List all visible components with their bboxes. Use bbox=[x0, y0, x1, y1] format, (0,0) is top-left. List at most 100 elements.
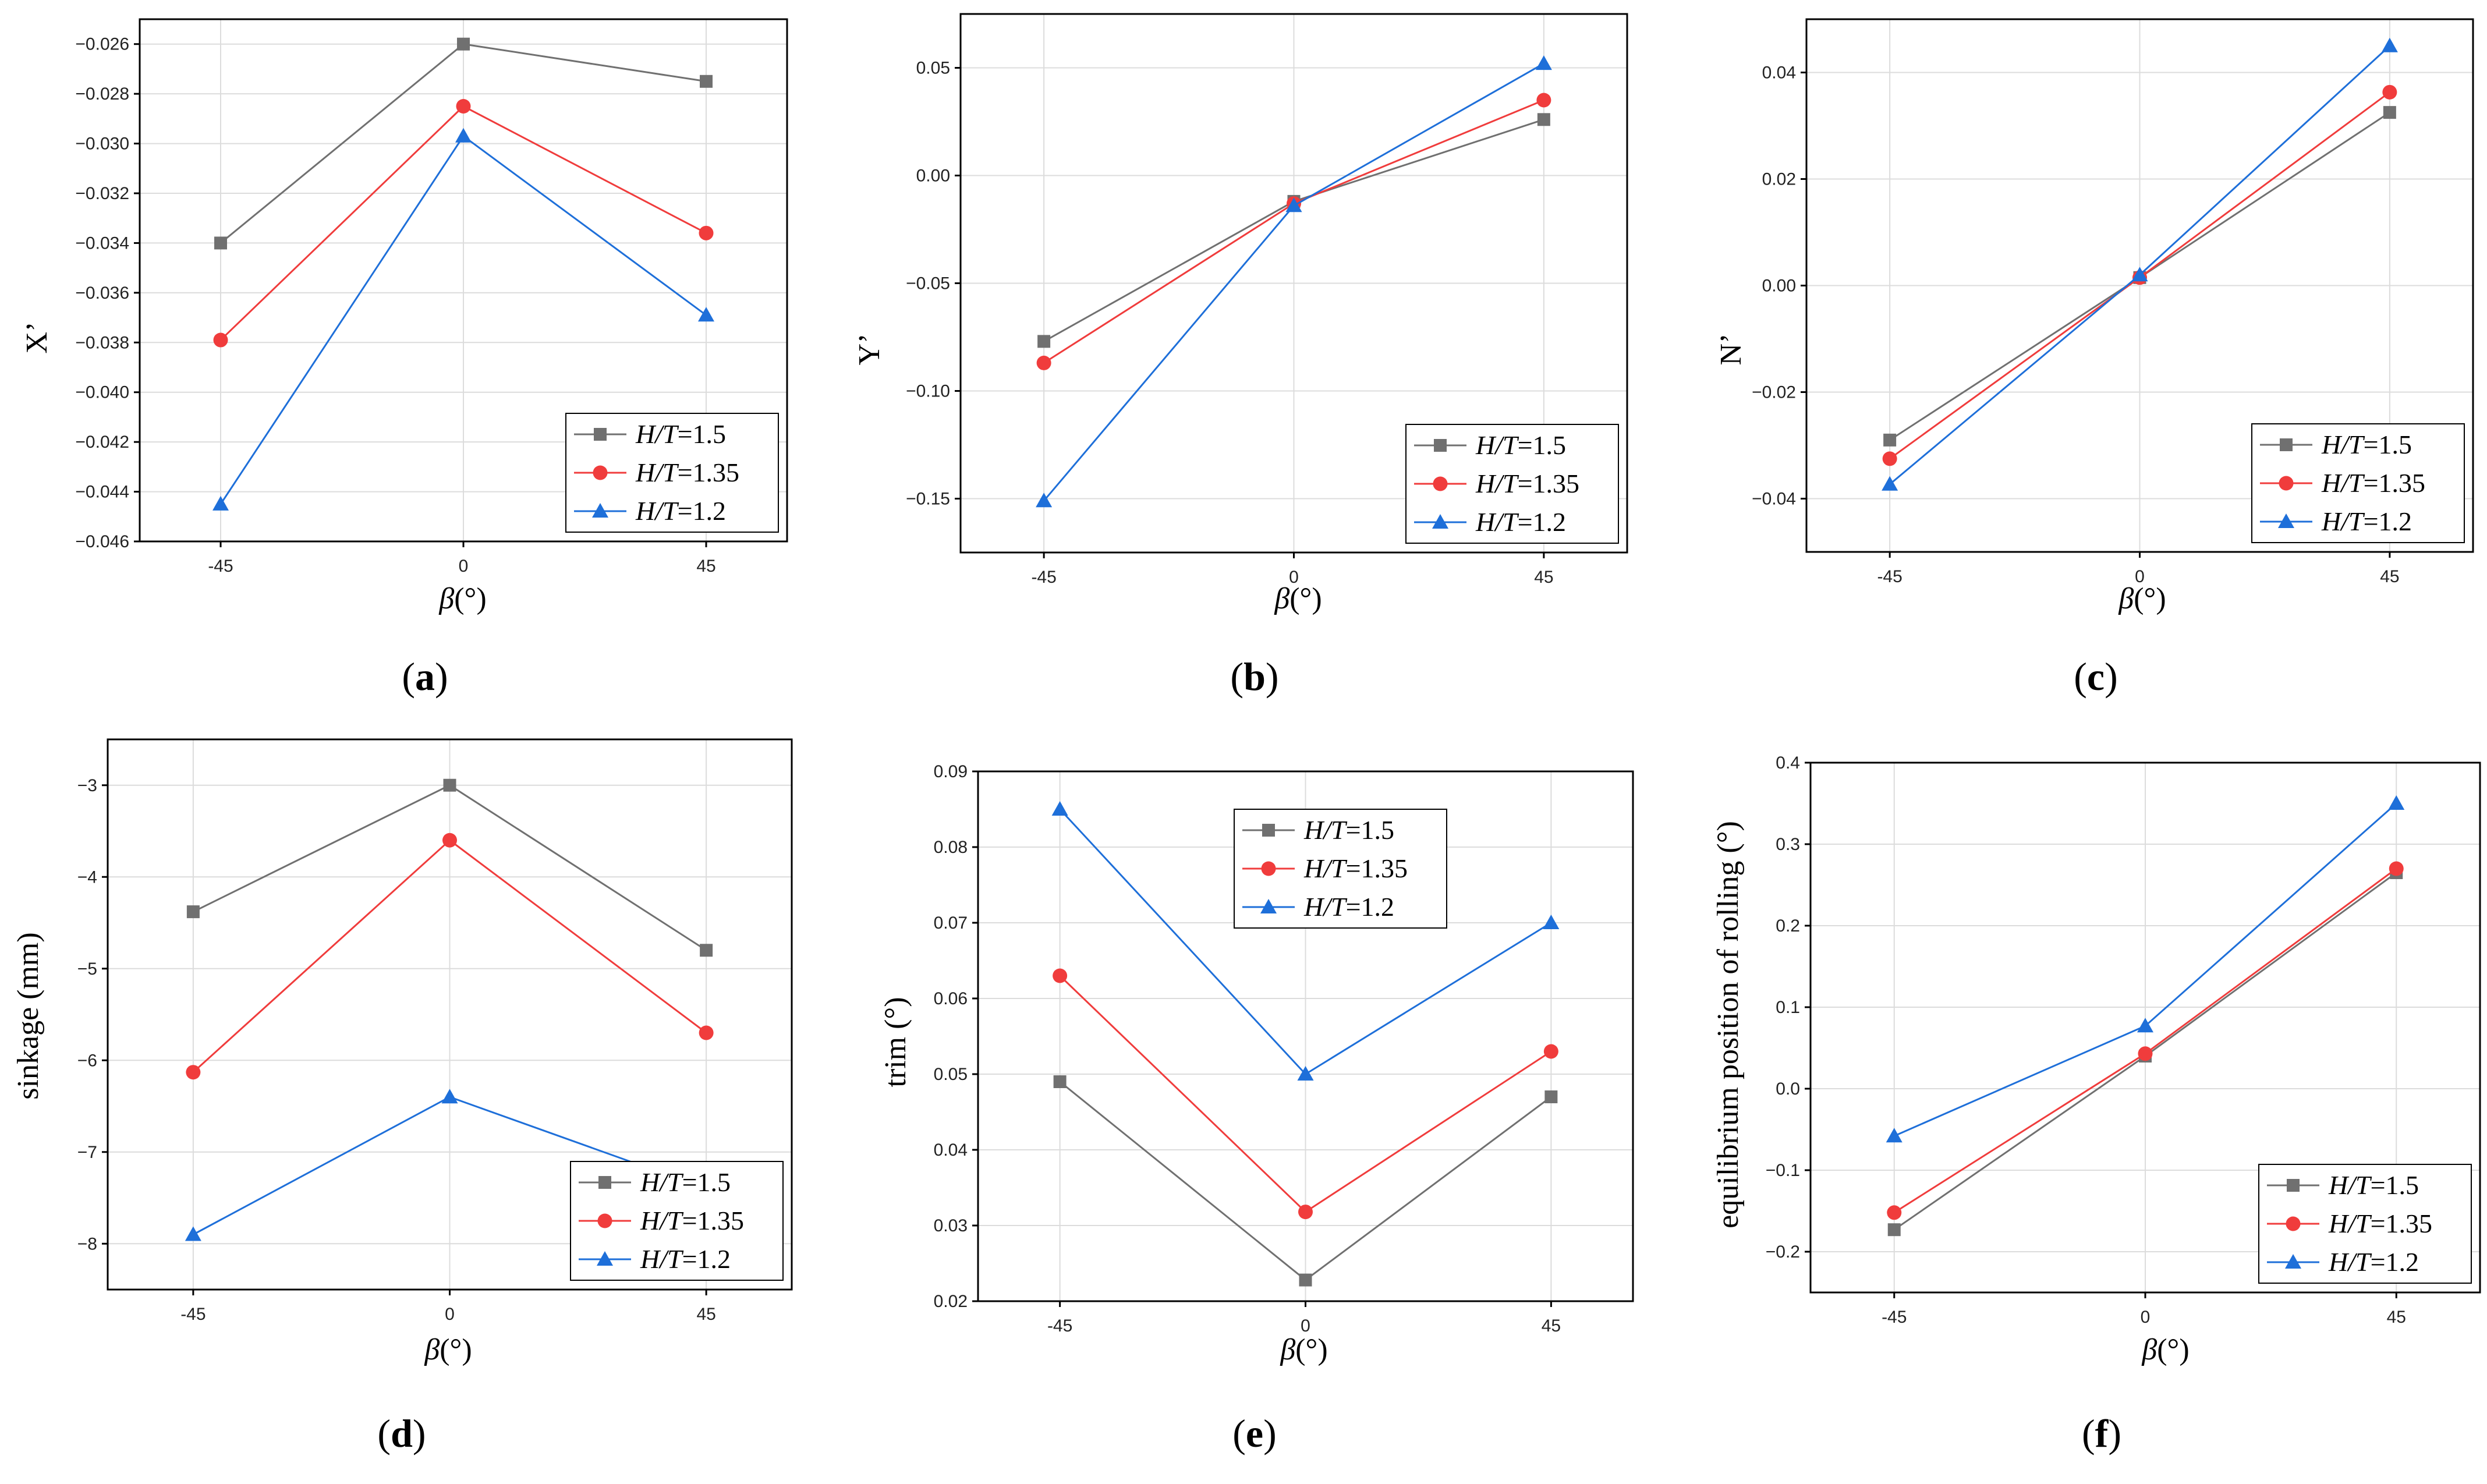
legend-label: H/T=1.2 bbox=[640, 1244, 731, 1274]
legend-label-symbol: H/T bbox=[640, 1167, 684, 1197]
x-axis-title: β(°) bbox=[438, 582, 486, 615]
panel-label-open: ( bbox=[402, 654, 415, 699]
y-tick-label: −0.044 bbox=[75, 483, 129, 502]
y-tick-label: −0.05 bbox=[906, 274, 950, 293]
legend: H/T=1.5H/T=1.35H/T=1.2 bbox=[1234, 809, 1447, 929]
y-tick-label: 0.4 bbox=[1776, 753, 1800, 773]
y-tick-label: −3 bbox=[77, 776, 97, 795]
data-point bbox=[457, 37, 470, 51]
y-tick-label: 0.02 bbox=[934, 1292, 968, 1311]
panel-label: (e) bbox=[1232, 1411, 1277, 1455]
legend-label-value: =1.35 bbox=[2364, 468, 2425, 498]
x-axis-title-unit: (°) bbox=[440, 1333, 472, 1366]
data-point bbox=[1053, 1075, 1067, 1088]
x-tick-label: -45 bbox=[1047, 1316, 1072, 1336]
legend-label-symbol: H/T bbox=[635, 496, 679, 526]
x-axis-title-unit: (°) bbox=[2157, 1333, 2189, 1366]
x-axis-title-symbol: β bbox=[424, 1333, 440, 1366]
y-tick-label: 0.03 bbox=[934, 1216, 968, 1235]
legend-label-value: =1.5 bbox=[1346, 815, 1394, 845]
data-point bbox=[1543, 1044, 1558, 1059]
data-point bbox=[1882, 451, 1897, 466]
legend-label-value: =1.5 bbox=[1518, 430, 1566, 460]
legend: H/T=1.5H/T=1.35H/T=1.2 bbox=[2258, 1164, 2472, 1284]
x-tick-label: 45 bbox=[2387, 1308, 2406, 1327]
y-tick-label: −8 bbox=[77, 1234, 97, 1253]
panel-label: (a) bbox=[402, 654, 448, 699]
data-point bbox=[1535, 55, 1552, 70]
legend-label-value: =1.2 bbox=[1518, 507, 1566, 537]
legend-label-symbol: H/T bbox=[1303, 853, 1348, 883]
y-tick-label: −0.032 bbox=[75, 184, 129, 203]
legend-marker bbox=[598, 1176, 611, 1189]
data-point bbox=[1037, 335, 1051, 348]
legend-label-value: =1.35 bbox=[1518, 469, 1579, 498]
y-axis-title: trim (°) bbox=[879, 997, 912, 1087]
y-tick-label: −0.15 bbox=[906, 490, 950, 509]
legend-label: H/T=1.35 bbox=[2321, 468, 2425, 498]
y-tick-label: −0.04 bbox=[1752, 490, 1796, 509]
y-tick-label: 0.04 bbox=[1762, 63, 1796, 83]
panel-label: (d) bbox=[377, 1411, 426, 1455]
x-tick-label: -45 bbox=[208, 557, 233, 576]
data-point bbox=[2383, 106, 2396, 119]
x-tick-label: 0 bbox=[2141, 1308, 2151, 1327]
y-tick-label: 0.1 bbox=[1776, 998, 1800, 1017]
legend-marker bbox=[594, 428, 607, 441]
panel-label-open: ( bbox=[377, 1411, 391, 1455]
legend-label: H/T=1.5 bbox=[1303, 815, 1394, 845]
legend-marker bbox=[1433, 476, 1448, 491]
x-axis-title-symbol: β bbox=[1280, 1333, 1295, 1366]
panel-label-close: ) bbox=[2105, 654, 2118, 699]
y-tick-label: −6 bbox=[77, 1051, 97, 1070]
x-axis-title-unit: (°) bbox=[1295, 1333, 1327, 1366]
x-axis-title-unit: (°) bbox=[454, 582, 486, 615]
data-point bbox=[700, 944, 713, 957]
y-tick-label: −0.2 bbox=[1766, 1242, 1800, 1262]
panel-label-open: ( bbox=[2074, 654, 2087, 699]
data-point bbox=[1886, 1128, 1903, 1143]
legend-label-symbol: H/T bbox=[2321, 507, 2365, 536]
chart-panel-b: −0.15−0.10−0.050.000.05-45 0 45Y’β(°)H/T=1… bbox=[853, 13, 1628, 699]
legend-marker bbox=[2278, 513, 2294, 528]
data-point bbox=[1285, 197, 1302, 212]
panel-label-open: ( bbox=[1230, 654, 1244, 699]
x-tick-label: 45 bbox=[1534, 568, 1553, 587]
y-tick-label: −0.028 bbox=[75, 84, 129, 104]
legend-label-symbol: H/T bbox=[2328, 1209, 2372, 1238]
panel-label: (b) bbox=[1230, 654, 1278, 699]
legend-label: H/T=1.35 bbox=[1303, 853, 1408, 883]
legend-label: H/T=1.35 bbox=[1475, 469, 1579, 498]
y-axis-title: X’ bbox=[20, 322, 54, 354]
y-tick-label: 0.06 bbox=[934, 989, 968, 1008]
legend-marker bbox=[2285, 1254, 2301, 1269]
legend-label-value: =1.5 bbox=[682, 1167, 731, 1197]
y-tick-label: 0.05 bbox=[934, 1065, 968, 1084]
legend-label-symbol: H/T bbox=[2321, 430, 2365, 459]
legend-label: H/T=1.5 bbox=[635, 419, 726, 449]
x-axis-title-unit: (°) bbox=[2134, 582, 2166, 615]
panel-label-letter: d bbox=[391, 1411, 413, 1455]
y-tick-label: 0.2 bbox=[1776, 916, 1800, 936]
data-point bbox=[1887, 1205, 1902, 1220]
legend-label: H/T=1.2 bbox=[1475, 507, 1566, 537]
legend-label: H/T=1.2 bbox=[2321, 507, 2412, 536]
x-axis-title: β(°) bbox=[1274, 582, 1322, 615]
y-axis-title: Y’ bbox=[853, 334, 886, 366]
legend-label: H/T=1.5 bbox=[2328, 1170, 2419, 1200]
legend-marker bbox=[1261, 861, 1276, 876]
legend-label: H/T=1.2 bbox=[1303, 892, 1394, 922]
legend-marker bbox=[592, 503, 608, 518]
legend-marker bbox=[597, 1251, 613, 1266]
legend-label-symbol: H/T bbox=[635, 419, 679, 449]
data-point bbox=[699, 225, 714, 240]
legend-label-value: =1.5 bbox=[2371, 1170, 2419, 1200]
panel-label-letter: c bbox=[2087, 654, 2105, 699]
legend-label-value: =1.5 bbox=[678, 419, 726, 449]
panel-label-open: ( bbox=[2082, 1411, 2095, 1455]
data-point bbox=[455, 127, 472, 143]
legend-marker bbox=[593, 465, 608, 480]
data-point bbox=[699, 1025, 714, 1040]
data-point bbox=[1036, 493, 1053, 508]
